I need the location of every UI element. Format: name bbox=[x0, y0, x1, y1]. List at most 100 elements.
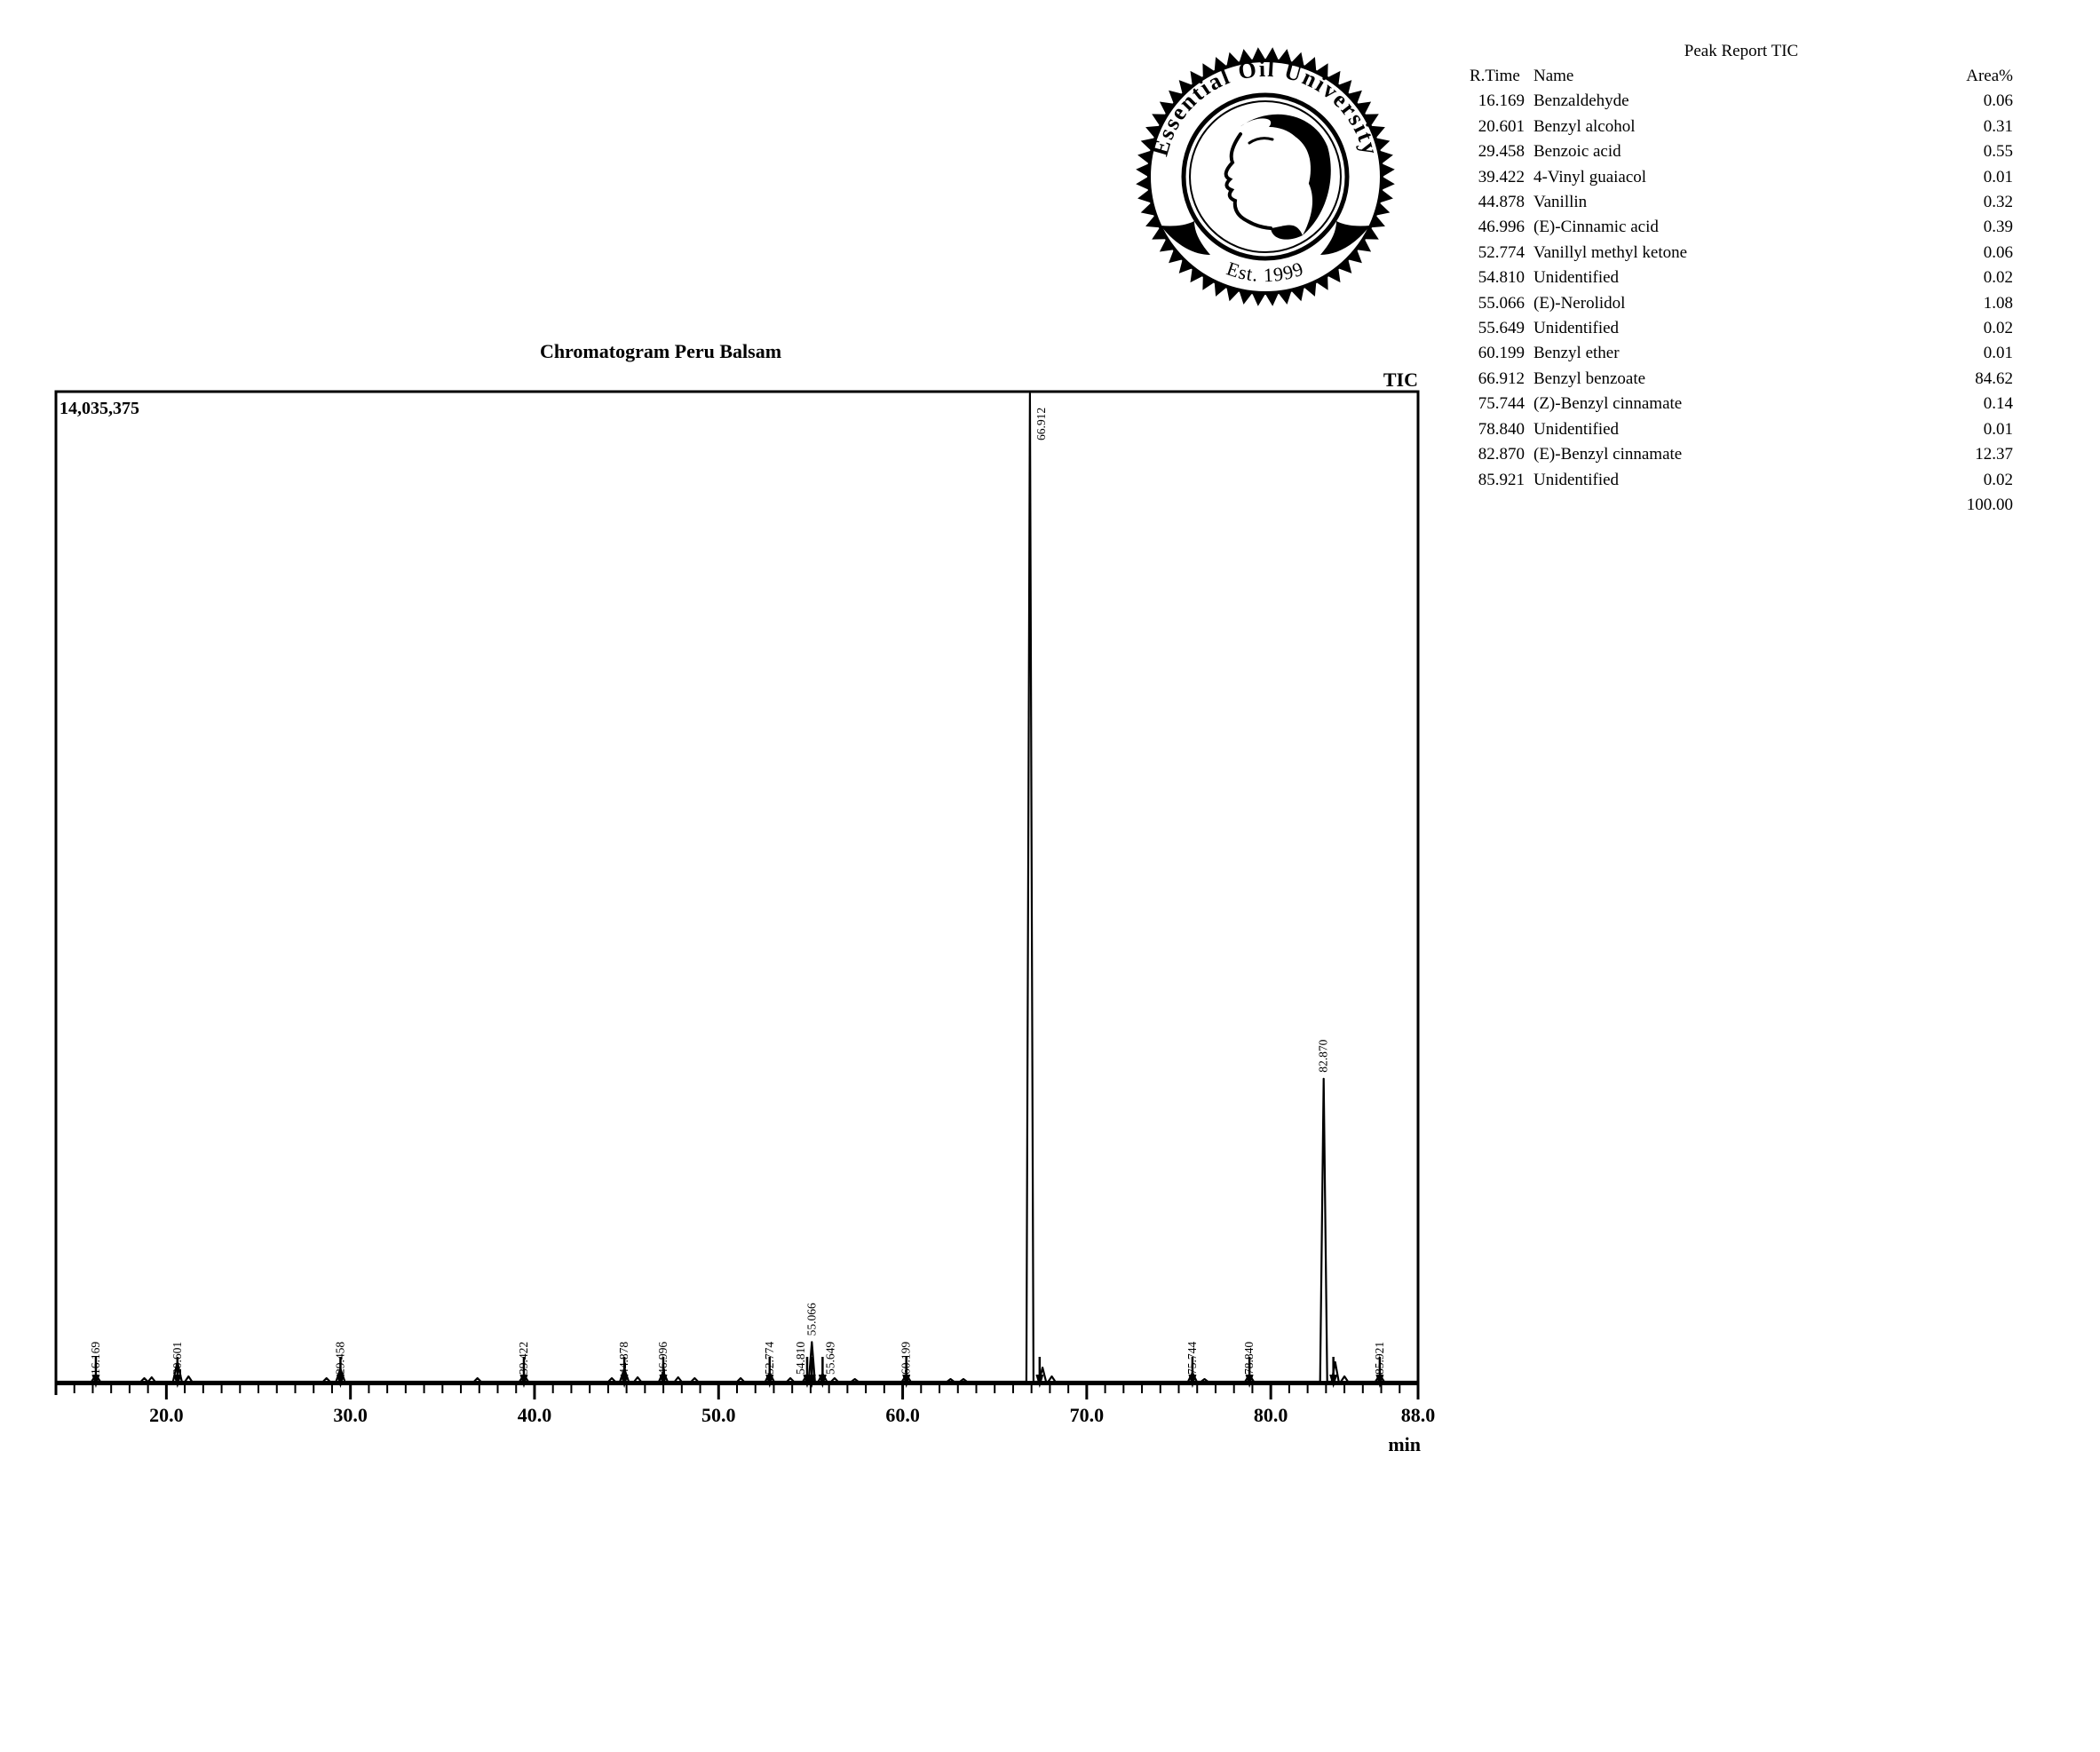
cell-name: Benzyl ether bbox=[1533, 344, 1620, 363]
peak-marker-arrow-head bbox=[1329, 1375, 1338, 1388]
cell-rtime: 55.066 bbox=[1478, 293, 1525, 313]
cell-rtime: 54.810 bbox=[1478, 268, 1525, 288]
table-row: 100.00 bbox=[1470, 493, 2013, 518]
table-row: 44.878 Vanillin 0.32 bbox=[1470, 190, 2013, 215]
peak-marker-arrow-head bbox=[336, 1375, 345, 1388]
column-header-area: Area% bbox=[1966, 67, 2013, 85]
cell-area: 0.06 bbox=[1983, 91, 2013, 111]
x-axis-unit-label: min bbox=[1388, 1433, 1421, 1455]
cell-area: 0.14 bbox=[1983, 394, 2013, 414]
cell-name: Vanillyl methyl ketone bbox=[1533, 242, 1688, 262]
cell-area: 0.01 bbox=[1983, 167, 2013, 186]
peak-time-label: 16.169 bbox=[89, 1342, 102, 1375]
intensity-full-scale-label: 14,035,375 bbox=[59, 399, 139, 418]
logo-woman-face-icon bbox=[1224, 114, 1331, 240]
table-row: 29.458 Benzoic acid 0.55 bbox=[1470, 139, 2013, 164]
table-row: 66.912 Benzyl benzoate 84.62 bbox=[1470, 367, 2013, 392]
peak-marker-arrow-head bbox=[765, 1375, 774, 1388]
cell-name: (E)-Cinnamic acid bbox=[1533, 218, 1659, 237]
peak-time-label: 20.601 bbox=[170, 1342, 184, 1375]
cell-rtime: 60.199 bbox=[1478, 344, 1525, 363]
cell-rtime: 52.774 bbox=[1478, 242, 1525, 262]
peak-marker-arrow-head bbox=[620, 1375, 629, 1388]
cell-area: 0.06 bbox=[1983, 242, 2013, 262]
peak-time-label: 52.774 bbox=[763, 1342, 776, 1375]
peak-marker-arrow-head bbox=[807, 1375, 816, 1388]
table-row: 55.649 Unidentified 0.02 bbox=[1470, 316, 2013, 341]
peak-markers bbox=[91, 1357, 1384, 1388]
cell-rtime: 29.458 bbox=[1478, 142, 1525, 162]
x-tick-label: 30.0 bbox=[333, 1404, 368, 1426]
peak-marker-arrow-head bbox=[1035, 1375, 1044, 1388]
cell-area: 84.62 bbox=[1975, 369, 2013, 388]
cell-area: 0.01 bbox=[1983, 419, 2013, 439]
cell-name: Vanillin bbox=[1533, 193, 1588, 212]
peak-marker-arrow-head bbox=[818, 1375, 827, 1388]
cell-name: Benzoic acid bbox=[1533, 142, 1621, 162]
cell-rtime: 39.422 bbox=[1478, 167, 1525, 186]
cell-name: (E)-Nerolidol bbox=[1533, 293, 1626, 313]
peak-time-label: 75.744 bbox=[1185, 1342, 1199, 1375]
x-tick-label: 20.0 bbox=[149, 1404, 184, 1426]
cell-rtime: 75.744 bbox=[1478, 394, 1525, 414]
x-tick-label: 60.0 bbox=[885, 1404, 920, 1426]
cell-name: (E)-Benzyl cinnamate bbox=[1533, 445, 1683, 464]
cell-area: 12.37 bbox=[1975, 445, 2013, 464]
cell-name: Unidentified bbox=[1533, 319, 1620, 338]
cell-area: 0.02 bbox=[1983, 319, 2013, 338]
table-row: 54.810 Unidentified 0.02 bbox=[1470, 266, 2013, 290]
plot-text-labels: 20.0 30.0 40.0 50.0 60.0 70.0 80.0 88.0 min 14,03… bbox=[59, 369, 1435, 1455]
column-header-name: Name bbox=[1533, 67, 1574, 85]
peak-time-label: 85.921 bbox=[1373, 1342, 1386, 1375]
x-tick-label: 40.0 bbox=[518, 1404, 552, 1426]
cell-name: Unidentified bbox=[1533, 470, 1620, 489]
table-row: 52.774 Vanillyl methyl ketone 0.06 bbox=[1470, 241, 2013, 266]
peak-time-label: 82.870 bbox=[1317, 1039, 1330, 1072]
peak-time-label: 78.840 bbox=[1242, 1342, 1256, 1375]
cell-name: 4-Vinyl guaiacol bbox=[1533, 167, 1647, 186]
plot-frame bbox=[54, 390, 1420, 1395]
cell-rtime: 16.169 bbox=[1478, 91, 1525, 111]
table-row: 60.199 Benzyl ether 0.01 bbox=[1470, 341, 2013, 366]
cell-rtime: 78.840 bbox=[1478, 419, 1525, 439]
table-row: 46.996 (E)-Cinnamic acid 0.39 bbox=[1470, 215, 2013, 240]
cell-name: Unidentified bbox=[1533, 268, 1620, 288]
cell-rtime: 66.912 bbox=[1478, 369, 1525, 388]
cell-rtime: 55.649 bbox=[1478, 319, 1525, 338]
peak-time-label: 44.878 bbox=[617, 1342, 630, 1375]
chart-title: Chromatogram Peru Balsam bbox=[539, 340, 782, 362]
peak-report-header: R.Time Name Area% bbox=[1470, 64, 2013, 89]
tic-signal-line bbox=[56, 392, 1418, 1383]
cell-name bbox=[1533, 493, 1919, 518]
cell-area: 0.55 bbox=[1983, 142, 2013, 162]
peak-report-title: Peak Report TIC bbox=[1684, 42, 1799, 60]
table-row: 78.840 Unidentified 0.01 bbox=[1470, 417, 2013, 442]
peak-marker-arrow-head bbox=[659, 1375, 668, 1388]
peak-time-label: 55.066 bbox=[804, 1303, 818, 1336]
table-row: 16.169 Benzaldehyde 0.06 bbox=[1470, 89, 2013, 114]
peak-marker-arrow-head bbox=[173, 1375, 182, 1388]
peak-marker-arrow-head bbox=[1375, 1375, 1384, 1388]
x-axis-ticks bbox=[73, 1385, 1420, 1399]
x-tick-label: 50.0 bbox=[701, 1404, 736, 1426]
cell-name: Benzaldehyde bbox=[1533, 91, 1629, 111]
peak-time-label: 39.422 bbox=[517, 1342, 530, 1375]
table-row: 20.601 Benzyl alcohol 0.31 bbox=[1470, 115, 2013, 139]
plot-border bbox=[54, 390, 1420, 1395]
essential-oil-university-logo: Essential Oil University Est. 1999 bbox=[1136, 47, 1395, 306]
cell-area: 0.01 bbox=[1983, 344, 2013, 363]
cell-rtime: 20.601 bbox=[1478, 116, 1525, 136]
peak-marker-arrow-head bbox=[1188, 1375, 1197, 1388]
peak-time-label: 46.996 bbox=[656, 1342, 670, 1375]
cell-rtime: 85.921 bbox=[1478, 470, 1525, 489]
cell-name: (Z)-Benzyl cinnamate bbox=[1533, 394, 1683, 414]
cell-rtime: 46.996 bbox=[1478, 218, 1525, 237]
logo-leaf-icon bbox=[1161, 221, 1370, 255]
cell-area: 0.02 bbox=[1983, 268, 2013, 288]
cell-name: Unidentified bbox=[1533, 419, 1620, 439]
peak-time-label: 54.810 bbox=[794, 1342, 807, 1375]
x-tick-label: 70.0 bbox=[1070, 1404, 1105, 1426]
cell-area: 0.31 bbox=[1983, 116, 2013, 136]
peak-time-label: 29.458 bbox=[333, 1342, 346, 1375]
